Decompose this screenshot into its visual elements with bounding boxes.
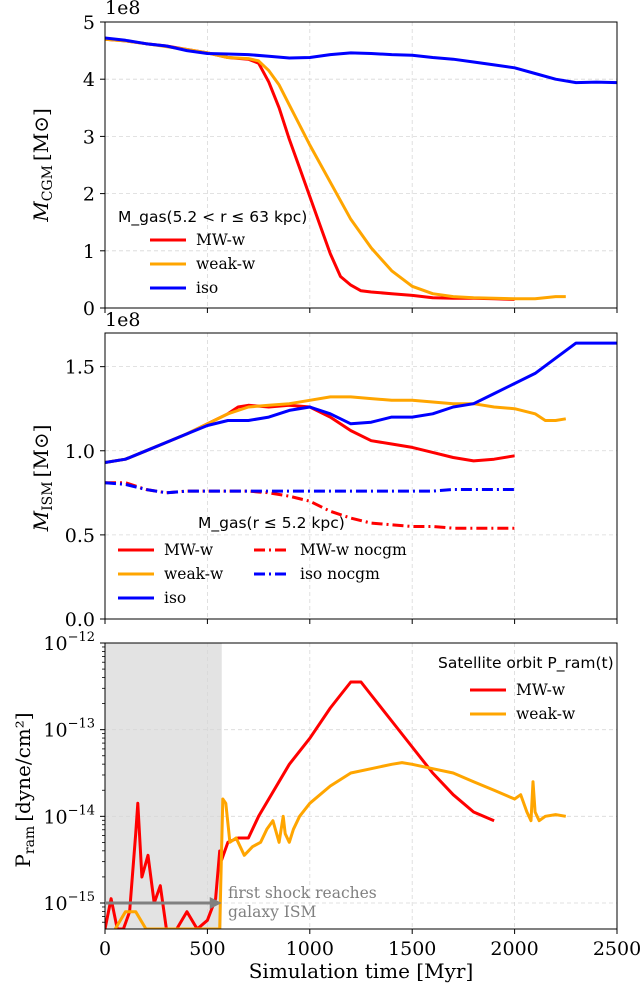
y-tick-label: 0.0 [65,609,95,631]
ism-legend-title: M_gas(r ≤ 5.2 kpc) [198,514,345,533]
y-tick-label: 10−12 [43,630,95,655]
cgm-legend-items: MW-w weak-w iso [150,231,256,297]
panel-cgm: 0 1 2 3 4 5 1e8 MCGM [M⊙] M_gas(5.2 < r ≤ 63 k… [29,0,618,320]
ism-offset-text: 1e8 [105,309,140,331]
pram-xticks: 0 500 1000 1500 2000 2500 [99,929,641,960]
y-tick-label: 10−13 [43,717,95,742]
series-line-iso [105,341,617,464]
y-tick-label: 0 [83,298,95,320]
series-line-weak-w [113,761,567,929]
series-line-weak-w [105,395,567,464]
ism-grid [105,333,617,619]
cgm-series [105,36,617,301]
shock-shaded-region [105,643,222,929]
y-tick-label: 5 [83,12,95,34]
legend-label: MW-w [164,541,214,559]
legend-label: iso nocgm [300,565,380,583]
x-tick-label: 1000 [286,938,334,960]
cgm-ylabel: MCGM [M⊙] [29,108,56,223]
ism-legend-items: MW-w weak-w iso MW-w nocgm iso nocgm [118,541,407,607]
y-tick-label: 10−15 [43,890,95,915]
y-tick-label: 1.0 [65,441,95,463]
series-line-weak-w [105,37,566,301]
cgm-grid [105,22,617,308]
pram-frame [104,642,618,930]
cgm-yticks: 0 1 2 3 4 5 [83,12,105,320]
x-tick-label: 2500 [593,938,641,960]
x-tick-label: 0 [99,938,111,960]
legend-label: weak-w [164,565,224,583]
pram-series [105,680,567,929]
pram-ylabel-sub: ram [22,826,38,854]
legend-label: iso [164,589,186,607]
legend-label: MW-w nocgm [300,541,407,559]
cgm-ylabel-sub: CGM [40,165,56,201]
y-tick-label: 1 [83,241,95,263]
y-tick-label: 3 [83,126,95,148]
ism-xticks [104,619,618,624]
cgm-frame [104,21,618,309]
pram-legend-title: Satellite orbit P_ram(t) [438,654,614,673]
pram-legend-items: MW-w weak-w [470,681,576,723]
ism-ylabel-sub: ISM [40,481,56,510]
pram-xlabel: Simulation time [Myr] [249,959,474,983]
panel-ism: 0.0 0.5 1.0 1.5 1e8 MISM [M⊙] M_gas(r ≤ 5.2 … [29,309,618,631]
cgm-xticks [104,308,618,313]
ism-series [105,341,617,530]
ism-ylabel: MISM [M⊙] [29,425,56,533]
pram-ylabel-unit: [dyne/cm²] [11,712,35,821]
annotation-arrowhead [209,897,222,909]
pram-annotation: first shock reaches galaxy ISM [105,884,377,921]
y-tick-label: 1.5 [65,357,95,379]
x-tick-label: 1500 [388,938,436,960]
pram-ylabel: Pram [dyne/cm²] [11,712,38,867]
legend-label: MW-w [516,681,566,699]
x-tick-label: 500 [189,938,225,960]
ism-legend: M_gas(r ≤ 5.2 kpc) MW-w weak-w iso MW-w noc… [118,514,407,607]
pram-yticks: 10−15 10−14 10−13 10−12 [43,630,105,923]
ism-yticks: 0.0 0.5 1.0 1.5 [65,357,105,631]
ism-frame [104,332,618,620]
cgm-offset-text: 1e8 [105,0,140,19]
cgm-legend-title: M_gas(5.2 < r ≤ 63 kpc) [118,208,307,227]
annotation-line2: galaxy ISM [228,903,317,921]
y-tick-label: 4 [83,69,95,91]
panel-pram: 10−15 10−14 10−13 10−12 0 500 1000 1500 2000 250… [11,630,641,983]
cgm-legend: M_gas(5.2 < r ≤ 63 kpc) MW-w weak-w iso [118,208,307,297]
y-tick-label: 2 [83,184,95,206]
ism-ylabel-main: M [29,510,53,532]
annotation-line1: first shock reaches [228,884,377,902]
legend-label: weak-w [196,255,256,273]
cgm-ylabel-unit: [M⊙] [29,108,53,161]
pram-legend: Satellite orbit P_ram(t) MW-w weak-w [438,654,614,723]
legend-label: MW-w [196,231,246,249]
series-line-iso [105,36,617,85]
y-tick-label: 0.5 [65,525,95,547]
pram-ylabel-main: P [11,854,35,867]
legend-label: weak-w [516,705,576,723]
cgm-ylabel-main: M [29,201,53,223]
series-line-iso-nocgm [105,481,515,495]
y-tick-label: 10−14 [43,803,95,828]
legend-label: iso [196,279,218,297]
ism-ylabel-unit: [M⊙] [29,425,53,478]
x-tick-label: 2000 [490,938,538,960]
